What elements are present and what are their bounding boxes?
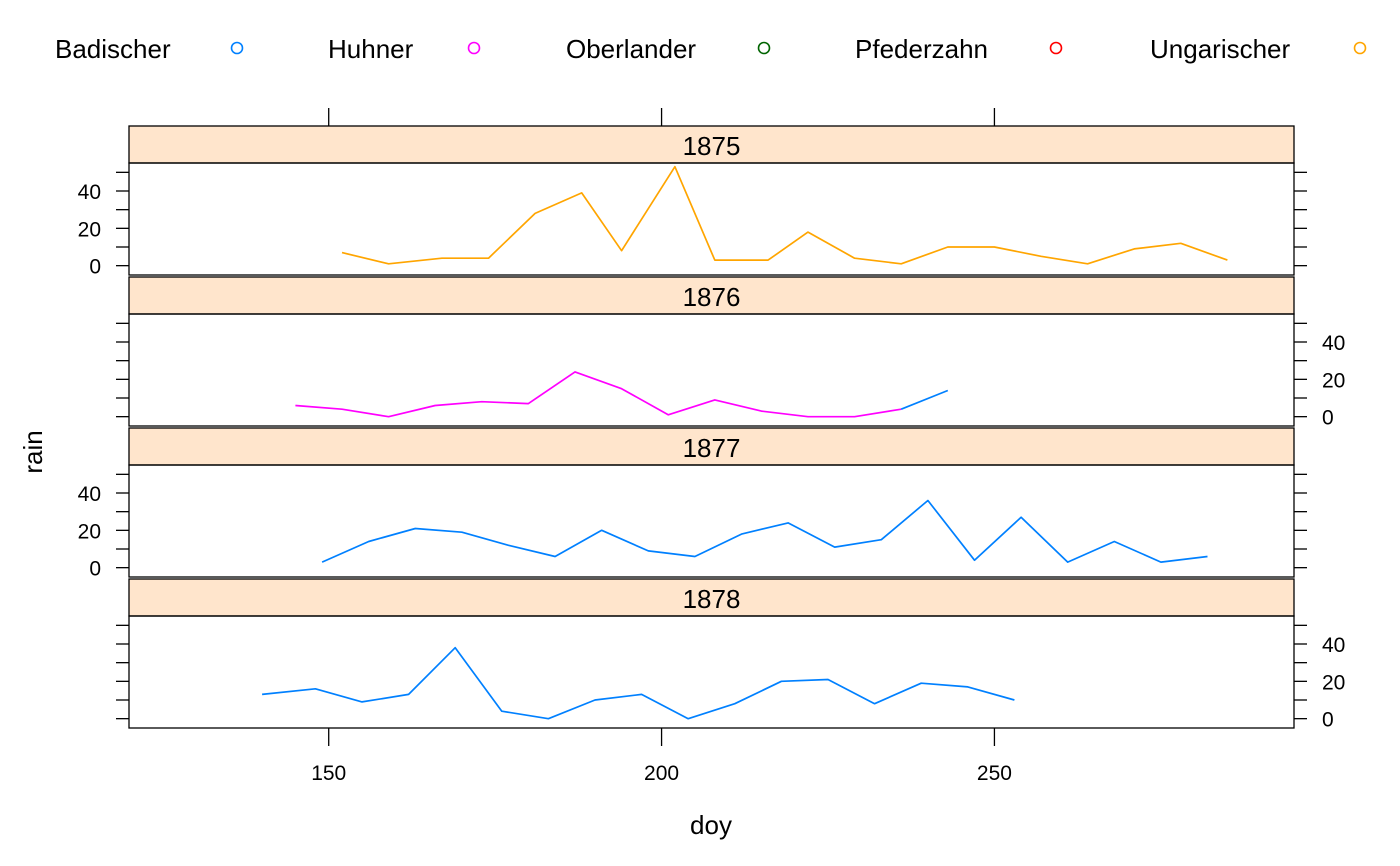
strip-label-1876: 1876 [683,282,741,312]
panel-1877: 1877 0 20 40 [78,427,1307,581]
legend: Badischer Huhner Oberlander Pfederzahn Ungar… [55,34,1367,64]
y-axis-title: rain [18,430,48,473]
legend-marker-ungarischer [1353,41,1367,55]
y-tick-label-1878: 40 [1322,634,1345,657]
panels: 1875 0 20 40 1876 0 20 40 1877 0 20 40 1878 0 20 40 [78,125,1345,732]
plot-area-1875 [128,162,1295,276]
legend-marker-oberlander [757,41,771,55]
legend-marker-pfederzahn [1049,41,1063,55]
x-tick-label: 150 [311,762,346,785]
y-tick-label-1878: 0 [1322,709,1334,732]
legend-label-pfederzahn: Pfederzahn [855,34,988,64]
series-line-1876-huhner [295,371,902,418]
panel-1875: 1875 0 20 40 [78,125,1307,279]
y-tick-label-1876: 40 [1322,332,1345,355]
y-tick-label-1876: 20 [1322,369,1345,392]
strip-1875 [128,125,1295,164]
y-tick-label-1875: 0 [89,256,101,279]
y-tick-label-1875: 20 [78,218,101,241]
y-tick-label-1877: 20 [78,520,101,543]
strip-label-1878: 1878 [683,584,741,614]
legend-label-huhner: Huhner [328,34,414,64]
legend-label-badischer: Badischer [55,34,171,64]
legend-marker-badischer [230,41,244,55]
series-line-1875-ungarischer [341,165,1228,265]
strip-1878 [128,578,1295,617]
x-tick-label: 250 [977,762,1012,785]
x-tick-label: 200 [644,762,679,785]
strip-1876 [128,276,1295,315]
legend-label-oberlander: Oberlander [566,34,696,64]
y-tick-label-1877: 0 [89,558,101,581]
legend-marker-huhner [467,41,481,55]
y-tick-label-1876: 0 [1322,407,1334,430]
x-axis: 150 200 250 [311,108,1012,785]
plot-area-1877 [128,464,1295,578]
plot-area-1876 [128,313,1295,427]
plot-area-1878 [128,615,1295,729]
panel-1878: 1878 0 20 40 [116,578,1345,732]
strip-1877 [128,427,1295,466]
x-axis-title: doy [690,810,732,840]
series-line-1878-badischer [262,646,1015,720]
strip-label-1875: 1875 [683,131,741,161]
y-tick-label-1875: 40 [78,181,101,204]
series-line-1876-badischer [900,389,949,410]
series-line-1877-badischer [321,499,1208,563]
strip-label-1877: 1877 [683,433,741,463]
y-tick-label-1877: 40 [78,483,101,506]
y-tick-label-1878: 20 [1322,671,1345,694]
panel-1876: 1876 0 20 40 [116,276,1345,430]
legend-label-ungarischer: Ungarischer [1150,34,1291,64]
